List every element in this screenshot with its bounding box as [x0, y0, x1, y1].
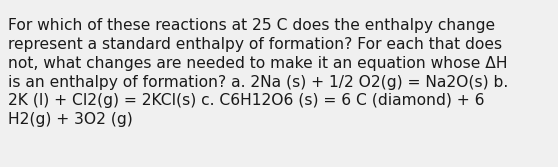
- Text: For which of these reactions at 25 C does the enthalpy change
represent a standa: For which of these reactions at 25 C doe…: [8, 18, 508, 127]
